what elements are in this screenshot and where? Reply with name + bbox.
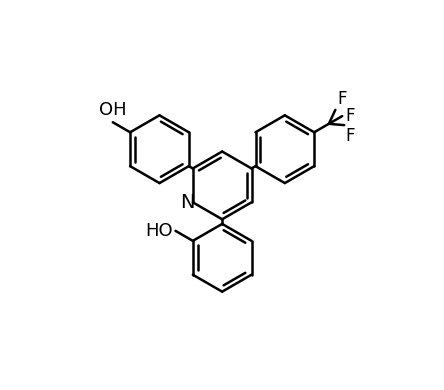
Text: OH: OH — [99, 101, 127, 119]
Text: HO: HO — [145, 222, 172, 240]
Text: F: F — [337, 90, 346, 108]
Text: N: N — [180, 193, 194, 212]
Text: F: F — [346, 127, 355, 145]
Text: F: F — [345, 107, 355, 125]
